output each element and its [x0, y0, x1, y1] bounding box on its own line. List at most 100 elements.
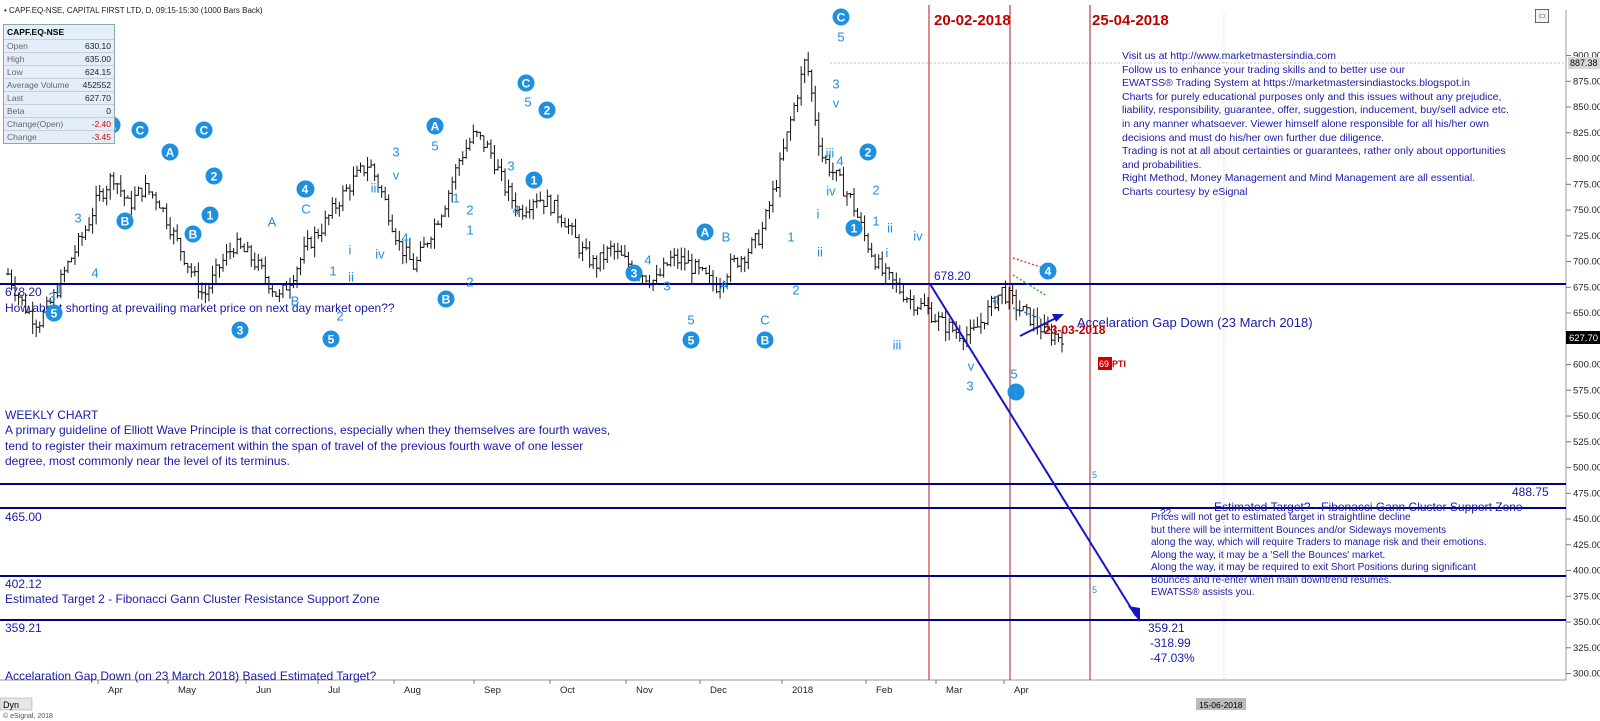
wave-circle: [231, 321, 249, 339]
wave-label: iii: [371, 181, 380, 196]
data-window-row: Change -3.45: [4, 130, 114, 143]
price-tick-label: 650.00: [1573, 308, 1600, 319]
disclaimer-line: Charts for purely educational purposes o…: [1122, 90, 1502, 103]
price-tick-label: 875.00: [1573, 76, 1600, 87]
wave-text: 5: [524, 95, 531, 110]
wave-text: 5: [1012, 385, 1019, 400]
weekly-chart-line: A primary guideline of Elliott Wave Prin…: [5, 423, 611, 438]
disclaimer-line: decisions and must do his/her own furthe…: [1122, 131, 1385, 144]
wave-text: 5: [837, 30, 844, 45]
price-tick-label: 900.00: [1573, 51, 1600, 62]
wave-label: iii: [826, 146, 835, 161]
five-marker-2: 5: [1092, 585, 1097, 595]
time-label: May: [178, 685, 196, 696]
wave-text: ii: [1013, 385, 1019, 400]
wave-label: 1: [55, 282, 62, 297]
data-window-value: 0: [106, 106, 111, 116]
wave-text: 5: [1010, 367, 1017, 382]
last-marker-box: [1566, 331, 1600, 344]
wave-label: 5: [687, 313, 694, 328]
disclaimer: Visit us at http://www.marketmastersindi…: [1122, 50, 1542, 200]
data-window-value: 452552: [82, 80, 111, 90]
wave-text: 2: [466, 203, 473, 218]
shorting-question: How about shorting at prevailing market …: [5, 301, 395, 315]
wave-circle: [45, 304, 63, 322]
wave-text: ii: [348, 270, 354, 285]
wave-label: 4: [91, 266, 98, 281]
wave-label: v: [393, 168, 400, 183]
projection-change: -318.99: [1150, 636, 1191, 650]
wave-text: 1: [329, 264, 336, 279]
wave-label: ii: [887, 221, 893, 236]
wave-text: 2: [466, 275, 473, 290]
wave-text: ii: [887, 221, 893, 236]
wave-label: 3: [392, 145, 399, 160]
projection-percent: -47.03%: [1150, 651, 1195, 665]
dyn-box[interactable]: [0, 697, 33, 711]
data-window-label: Change: [7, 132, 37, 142]
wave-label: i: [817, 207, 820, 222]
wave-label: ii: [348, 270, 354, 285]
time-label: Nov: [636, 685, 653, 696]
price-tick-label: 525.00: [1573, 437, 1600, 448]
wave-text: 2: [336, 309, 343, 324]
wave-text: 4: [302, 183, 309, 197]
data-window-row: Open 630.10: [4, 39, 114, 52]
wave-text: iii: [371, 181, 380, 196]
wave-text: 5: [688, 334, 695, 348]
target-note-line: but there will be intermittent Bounces a…: [1151, 524, 1447, 536]
candles: [6, 51, 1064, 353]
time-label: Dec: [710, 685, 727, 696]
wave-text: C: [136, 124, 145, 138]
wave-label: 2: [205, 167, 223, 185]
wave-text: 1: [851, 222, 858, 236]
data-window-row: Last 627.70: [4, 91, 114, 104]
wave-text: ii: [817, 245, 823, 260]
wave-label: i: [349, 243, 352, 258]
high-marker-box: [1568, 57, 1600, 69]
data-window-value: 624.15: [85, 67, 111, 77]
disclaimer-line: Follow us to enhance your trading skills…: [1122, 63, 1406, 76]
wave-label: C: [760, 313, 769, 328]
wave-label: 1: [466, 223, 473, 238]
wave-label: 3: [1007, 383, 1025, 401]
date-marker: 15-06-2018: [1199, 700, 1243, 710]
wave-text: iii: [893, 338, 902, 353]
wave-circle: [161, 143, 179, 161]
time-label: Aug: [404, 685, 421, 696]
wave-text: 2: [872, 183, 879, 198]
price-tick-label: 550.00: [1573, 411, 1600, 422]
date-label-1: 20-02-2018: [934, 12, 1011, 29]
wave-circle: [682, 331, 700, 349]
price-tick-label: 725.00: [1573, 231, 1600, 242]
data-window-value: -3.45: [91, 132, 111, 142]
time-label: Mar: [946, 685, 962, 696]
restore-icon[interactable]: ▭: [1535, 9, 1549, 23]
wave-text: 3: [48, 290, 55, 305]
wave-text: i: [349, 243, 352, 258]
wave-circle: [538, 101, 556, 119]
wave-label: 2: [336, 309, 343, 324]
wave-label: 5: [837, 30, 844, 45]
wave-label: B: [184, 225, 202, 243]
wave-text: B: [291, 294, 300, 309]
hint-green: [1012, 274, 1048, 297]
price-tick-label: 600.00: [1573, 360, 1600, 371]
wave-text: 1: [531, 174, 538, 188]
wave-text: 1: [452, 191, 459, 206]
price-tick-label: 400.00: [1573, 566, 1600, 577]
wave-text: i: [1015, 385, 1018, 400]
wave-label: ii: [817, 245, 823, 260]
wave-label: A: [161, 143, 179, 161]
target-note-line: EWATSS® assists you.: [1151, 587, 1255, 598]
wave-text: v: [968, 359, 975, 374]
gap-down-label: Accelaration Gap Down (23 March 2018): [1077, 315, 1313, 330]
time-label: Apr: [1014, 685, 1029, 696]
date-label-2: 25-04-2018: [1092, 12, 1169, 29]
wave-text: A: [268, 215, 277, 230]
price-tick-label: 350.00: [1573, 617, 1600, 628]
level-465-label: 465.00: [5, 510, 42, 524]
wave-label: 2: [466, 275, 473, 290]
wave-label: 1: [201, 206, 219, 224]
